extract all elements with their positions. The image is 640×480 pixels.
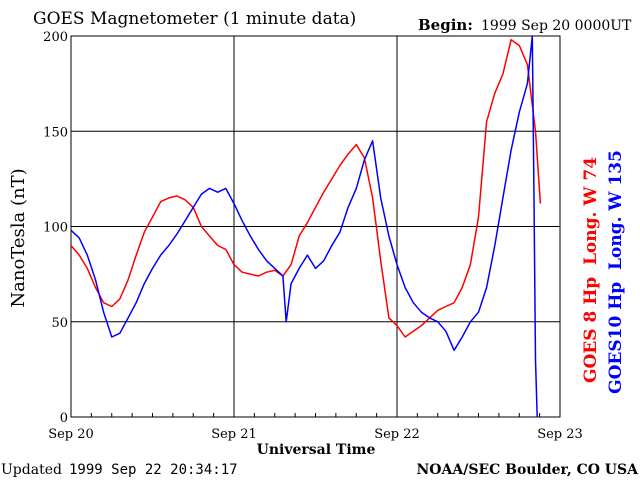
minor-x-ticks xyxy=(90,409,541,417)
legend-entry-goes8: GOES 8 Hp Long. W 74 xyxy=(581,157,601,383)
x-tick-label: Sep 23 xyxy=(537,427,583,442)
series-line-goes10 xyxy=(70,35,538,418)
y-tick-label: 50 xyxy=(51,316,68,331)
series-line-goes8 xyxy=(70,39,542,338)
x-tick-label: Sep 20 xyxy=(48,427,94,442)
x-axis-label: Universal Time xyxy=(257,442,376,458)
grid-lines xyxy=(71,36,560,417)
chart-title: GOES Magnetometer (1 minute data) xyxy=(33,9,356,29)
y-axis-label: NanoTesla (nT) xyxy=(8,168,29,307)
legend-entry-goes10: GOES10 Hp Long. W 135 xyxy=(606,150,626,394)
y-tick-label: 200 xyxy=(43,30,68,45)
y-tick-label: 150 xyxy=(43,125,68,140)
y-tick-label: 0 xyxy=(60,411,68,426)
x-tick-label: Sep 22 xyxy=(374,427,420,442)
begin-label: Begin: xyxy=(418,16,473,34)
y-tick-label: 100 xyxy=(43,221,68,236)
x-tick-labels: Sep 20 Sep 21 Sep 22 Sep 23 xyxy=(48,427,583,442)
y-tick-labels: 0 50 100 150 200 xyxy=(43,30,68,426)
x-tick-label: Sep 21 xyxy=(211,427,257,442)
begin-value: 1999 Sep 20 0000UT xyxy=(481,18,632,34)
updated-value: 1999 Sep 22 20:34:17 xyxy=(69,462,238,478)
updated-label: Updated xyxy=(1,462,62,478)
credit-text: NOAA/SEC Boulder, CO USA xyxy=(417,462,640,478)
